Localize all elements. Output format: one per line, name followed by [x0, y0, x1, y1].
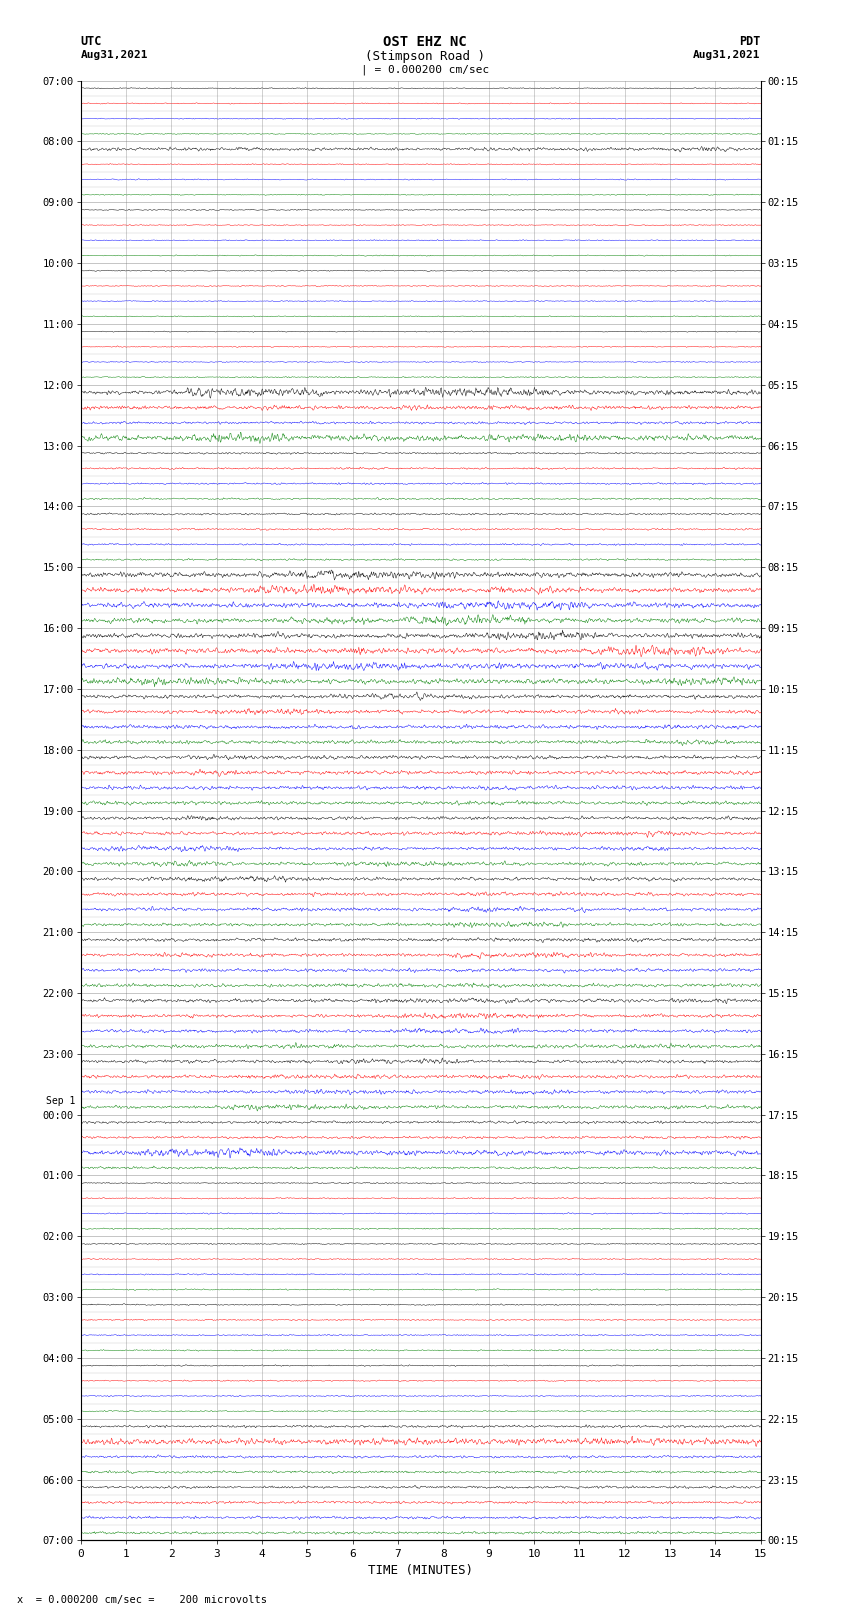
Text: UTC: UTC — [81, 35, 102, 48]
Text: PDT: PDT — [740, 35, 761, 48]
Text: Aug31,2021: Aug31,2021 — [81, 50, 148, 60]
Text: x  = 0.000200 cm/sec =    200 microvolts: x = 0.000200 cm/sec = 200 microvolts — [17, 1595, 267, 1605]
Text: | = 0.000200 cm/sec: | = 0.000200 cm/sec — [361, 65, 489, 76]
X-axis label: TIME (MINUTES): TIME (MINUTES) — [368, 1563, 473, 1576]
Text: Aug31,2021: Aug31,2021 — [694, 50, 761, 60]
Text: (Stimpson Road ): (Stimpson Road ) — [365, 50, 485, 63]
Text: Sep 1: Sep 1 — [46, 1095, 76, 1105]
Text: OST EHZ NC: OST EHZ NC — [383, 35, 467, 50]
